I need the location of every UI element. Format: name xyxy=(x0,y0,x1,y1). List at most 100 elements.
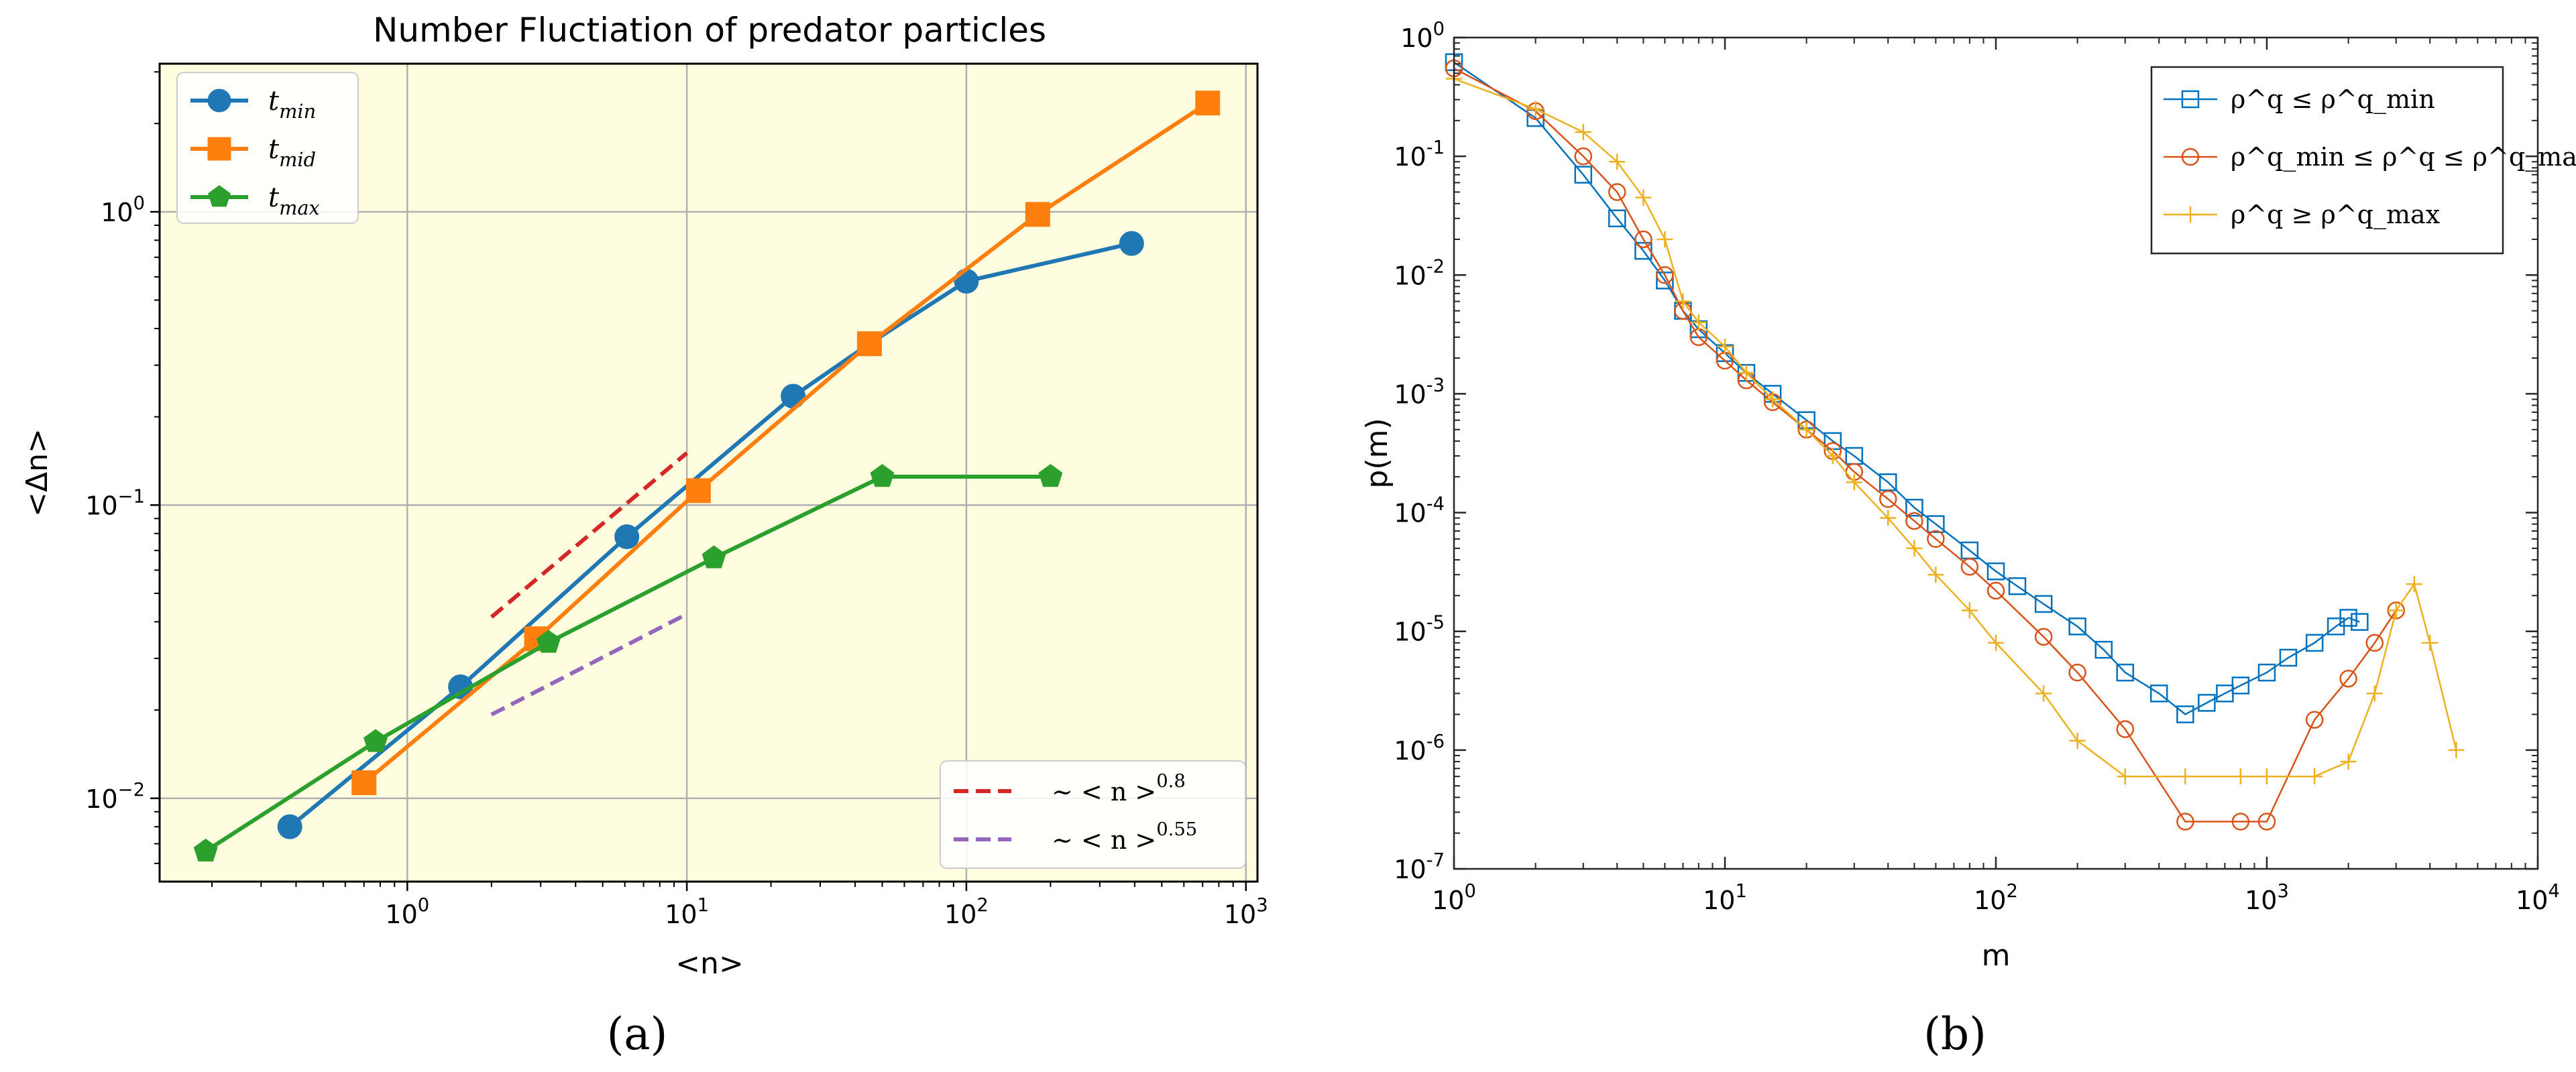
reference-line xyxy=(490,451,689,619)
point-0 xyxy=(2279,648,2298,667)
series-b xyxy=(1445,53,2465,831)
point-0 xyxy=(2149,684,2168,703)
reference-lines-a xyxy=(490,451,689,717)
x-tick-label: 102 xyxy=(944,895,989,929)
point-2 xyxy=(2366,685,2383,702)
y-tick-label: 10-6 xyxy=(1394,731,1445,766)
y-tick-label-exp: -1 xyxy=(1426,137,1445,158)
legend-marker xyxy=(208,185,231,207)
point-2 xyxy=(2259,768,2275,785)
x-tick-label-base: 10 xyxy=(385,900,417,929)
legend-label: ~ < n >0.55 xyxy=(1052,819,1197,855)
legend-marker xyxy=(207,88,231,113)
point-1 xyxy=(1634,230,1653,249)
point-2 xyxy=(1575,123,1591,140)
y-tick-label: 10-2 xyxy=(1394,256,1445,290)
point-1 xyxy=(1986,581,2005,600)
y-tick-label-exp: −2 xyxy=(118,780,145,800)
x-tick-label-exp: 0 xyxy=(1464,881,1475,902)
y-tick-label-exp: -7 xyxy=(1426,850,1445,871)
x-tick-label-base: 10 xyxy=(1703,886,1735,915)
point-2 xyxy=(2117,768,2133,785)
y-tick-label-base: 10 xyxy=(1394,617,1426,647)
legend-label: ρ^q ≥ ρ^q_max xyxy=(2231,200,2440,230)
point-1 xyxy=(1927,530,1945,548)
series-line-2 xyxy=(1453,78,2457,778)
point-2 xyxy=(1927,567,1944,583)
y-tick-label-exp: -3 xyxy=(1426,375,1445,396)
y-tick-label-exp: -6 xyxy=(1426,731,1445,752)
x-tick-label: 100 xyxy=(1432,881,1476,915)
point-2 xyxy=(1988,634,2004,651)
point-0 xyxy=(2257,663,2276,682)
point-1 xyxy=(2305,711,2324,729)
chart-title-a: Number Fluctiation of predator particles xyxy=(373,11,1046,50)
y-tick-label-base: 10 xyxy=(1394,379,1426,409)
x-tick-label: 100 xyxy=(385,895,429,929)
legend-label-base: t xyxy=(268,182,280,213)
point-1 xyxy=(2231,813,2250,831)
x-tick-label: 103 xyxy=(1224,895,1268,929)
legend-marker xyxy=(207,137,231,161)
x-axis-label-b: m xyxy=(1982,939,2011,973)
legend-box xyxy=(2150,66,2504,255)
point-2 xyxy=(2340,754,2357,770)
point-min xyxy=(1119,231,1144,256)
point-0 xyxy=(2339,609,2357,627)
x-tick-label-exp: 2 xyxy=(976,895,988,916)
legend-marker xyxy=(2182,206,2198,223)
point-1 xyxy=(1905,512,1923,530)
point-2 xyxy=(2406,576,2422,593)
y-tick-label: 10-4 xyxy=(1394,494,1445,528)
ticks-b: 100 101 102 103 10410-710-610-510-410-310-21… xyxy=(1394,19,2560,915)
y-axis-label-b: p(m) xyxy=(1360,418,1394,488)
point-max xyxy=(193,838,218,861)
legend-box xyxy=(940,760,1246,869)
legend-label: ~ < n >0.8 xyxy=(1052,771,1186,807)
point-mid xyxy=(1025,202,1050,227)
x-tick-label-exp: 2 xyxy=(2006,881,2017,902)
point-2 xyxy=(1527,101,1544,117)
legend-label-base: ~ < n > xyxy=(1052,825,1156,855)
legend-label-exp: 0.55 xyxy=(1156,819,1197,840)
y-tick-label: 10-7 xyxy=(1394,850,1445,884)
x-tick-label-base: 10 xyxy=(665,900,697,929)
legend-label-sub: max xyxy=(279,196,320,219)
x-axis-label-a: <n> xyxy=(675,947,744,981)
point-2 xyxy=(1609,154,1626,170)
point-0 xyxy=(1608,209,1626,228)
point-0 xyxy=(2094,640,2113,659)
y-tick-label-exp: 0 xyxy=(1433,19,1445,40)
point-2 xyxy=(1961,602,1978,619)
point-2 xyxy=(2422,634,2439,651)
y-axis-label-a: <Δn> xyxy=(20,428,54,517)
point-1 xyxy=(1574,147,1593,166)
grid-a xyxy=(160,64,1257,882)
point-1 xyxy=(1960,558,1979,576)
point-0 xyxy=(1927,515,1945,533)
point-0 xyxy=(2231,676,2250,695)
y-tick-label: 10-5 xyxy=(1394,613,1445,647)
point-0 xyxy=(1634,241,1653,260)
legend-reference-a: ~ < n >0.8 ~ < n >0.55 xyxy=(940,760,1246,869)
legend-b: ρ^q ≤ ρ^q_min ρ^q_min ≤ ρ^q ≤ ρ^q_max ρ^q … xyxy=(2150,66,2576,255)
y-tick-label-exp: -5 xyxy=(1426,613,1445,634)
y-tick-label-exp: -4 xyxy=(1426,494,1445,515)
point-0 xyxy=(2198,694,2216,712)
point-2 xyxy=(1635,189,1652,206)
point-1 xyxy=(2339,669,2357,688)
legend-marker xyxy=(2181,90,2200,109)
point-2 xyxy=(1690,314,1707,331)
reference-line xyxy=(490,612,688,717)
point-1 xyxy=(2068,663,2086,682)
y-tick-label-base: 10 xyxy=(1394,855,1426,884)
y-tick-label-exp: 0 xyxy=(133,193,145,214)
x-tick-label-base: 10 xyxy=(2245,886,2277,915)
point-mid xyxy=(351,770,377,796)
point-0 xyxy=(1905,498,1923,517)
point-max xyxy=(363,729,388,752)
point-1 xyxy=(2257,813,2276,831)
point-2 xyxy=(2177,768,2194,785)
